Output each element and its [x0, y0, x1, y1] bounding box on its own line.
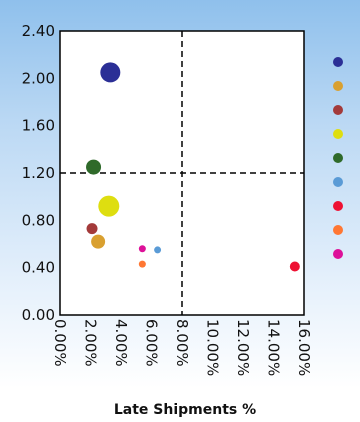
data-point — [86, 159, 102, 175]
data-point — [100, 62, 121, 83]
legend-marker — [333, 201, 343, 211]
y-tick-label: 1.60 — [22, 117, 55, 135]
x-tick-label: 14.00% — [265, 319, 283, 376]
data-point — [138, 245, 146, 253]
y-tick-label: 0.40 — [22, 259, 55, 277]
data-point — [154, 246, 162, 254]
x-tick-label: 4.00% — [112, 319, 130, 367]
legend-marker — [333, 57, 343, 67]
x-tick-label: 6.00% — [143, 319, 161, 367]
x-tick-label: 12.00% — [234, 319, 252, 376]
y-tick-label: 0.00 — [22, 306, 55, 324]
x-axis-title: Late Shipments % — [114, 402, 256, 418]
x-tick-label: 10.00% — [204, 319, 222, 376]
legend-marker — [333, 81, 343, 91]
y-tick-label: 2.40 — [22, 22, 55, 40]
x-tick-label: 8.00% — [173, 319, 191, 367]
legend-marker — [333, 225, 343, 235]
data-point — [98, 195, 120, 217]
y-tick-label: 2.00 — [22, 69, 55, 87]
data-point — [86, 223, 98, 235]
data-point — [289, 261, 300, 272]
legend-marker — [333, 129, 343, 139]
legend-marker — [333, 105, 343, 115]
y-tick-label: 0.80 — [22, 211, 55, 229]
legend-marker — [333, 153, 343, 163]
data-point — [91, 234, 106, 249]
y-tick-label: 1.20 — [22, 164, 55, 182]
legend-marker — [333, 177, 343, 187]
legend-marker — [333, 249, 343, 259]
x-tick-label: 2.00% — [82, 319, 100, 367]
x-tick-label: 16.00% — [295, 319, 313, 376]
data-point — [138, 260, 146, 268]
x-tick-label: 0.00% — [51, 319, 69, 367]
